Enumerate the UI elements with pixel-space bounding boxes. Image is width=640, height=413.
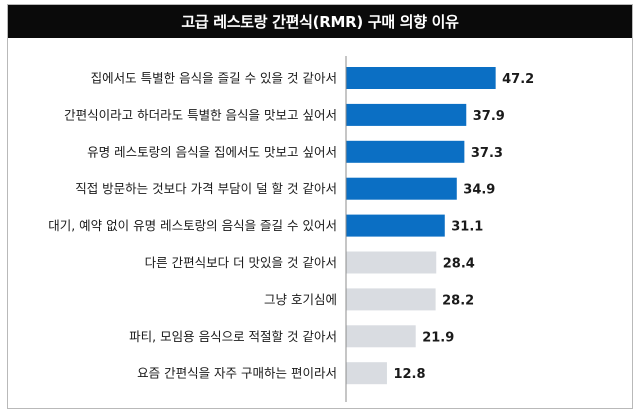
chart-frame: 고급 레스토랑 간편식(RMR) 구매 의향 이유: [7, 4, 633, 409]
bar: [346, 214, 445, 237]
bar: [346, 67, 496, 89]
category-label: 대기, 예약 없이 유명 레스토랑의 음식을 즐길 수 있어서: [48, 218, 337, 233]
value-label: 37.3: [471, 146, 503, 161]
bar: [346, 103, 467, 126]
value-label: 31.1: [451, 220, 483, 235]
value-label: 21.9: [422, 330, 454, 345]
category-label: 요즘 간편식을 자주 구매하는 편이라서: [137, 366, 337, 381]
bar: [346, 362, 387, 385]
value-label: 12.8: [393, 367, 425, 382]
bar: [346, 325, 416, 348]
category-label: 간편식이라고 하더라도 특별한 음식을 맛보고 싶어서: [64, 107, 337, 122]
chart-title: 고급 레스토랑 간편식(RMR) 구매 의향 이유: [8, 5, 632, 38]
value-label: 28.2: [442, 293, 474, 308]
bar: [346, 140, 465, 163]
bar: [346, 251, 437, 274]
category-label: 유명 레스토랑의 음식을 집에서도 맛보고 싶어서: [87, 144, 337, 159]
category-label: 파티, 모임용 음식으로 적절할 것 같아서: [129, 329, 337, 344]
value-label: 47.2: [502, 72, 534, 87]
bar: [346, 288, 436, 311]
value-label: 28.4: [443, 257, 475, 272]
category-label: 그냥 호기심에: [264, 292, 337, 307]
category-label: 직접 방문하는 것보다 가격 부담이 덜 할 것 같아서: [75, 181, 337, 196]
category-label: 다른 간편식보다 더 맛있을 것 같아서: [145, 255, 337, 270]
bar: [346, 177, 457, 200]
category-label: 집에서도 특별한 음식을 즐길 수 있을 것 같아서: [91, 71, 337, 86]
value-label: 34.9: [463, 183, 495, 198]
value-label: 37.9: [473, 109, 505, 124]
